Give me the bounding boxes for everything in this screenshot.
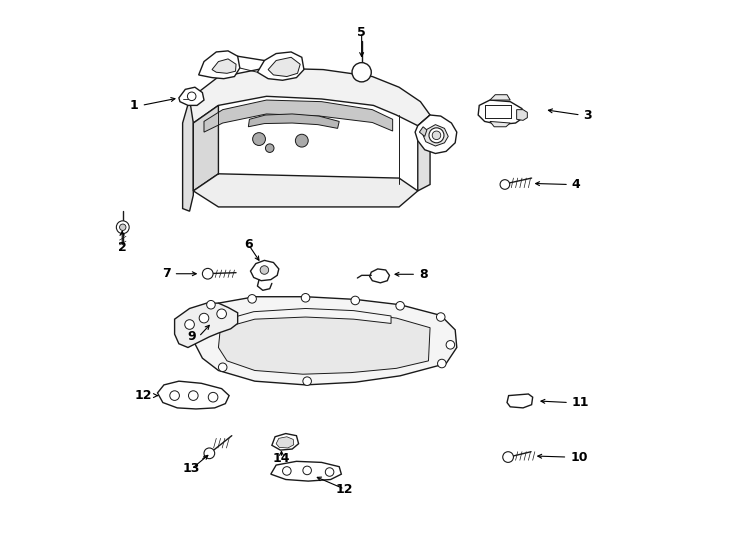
- Text: 14: 14: [273, 451, 290, 464]
- Polygon shape: [204, 100, 393, 132]
- Circle shape: [303, 377, 311, 386]
- Circle shape: [303, 466, 311, 475]
- Circle shape: [429, 128, 444, 143]
- Circle shape: [208, 393, 218, 402]
- Text: 3: 3: [584, 109, 592, 122]
- Polygon shape: [193, 105, 219, 191]
- Polygon shape: [370, 269, 390, 283]
- Bar: [514, 397, 524, 403]
- Polygon shape: [286, 322, 297, 357]
- Circle shape: [266, 144, 274, 152]
- Polygon shape: [189, 68, 430, 126]
- Circle shape: [260, 266, 269, 274]
- Circle shape: [187, 92, 196, 100]
- Circle shape: [283, 467, 291, 475]
- Text: 12: 12: [134, 389, 152, 402]
- Polygon shape: [271, 461, 341, 481]
- Text: 4: 4: [572, 178, 581, 191]
- Polygon shape: [268, 57, 300, 77]
- Polygon shape: [272, 434, 299, 450]
- Circle shape: [352, 63, 371, 82]
- Circle shape: [432, 131, 440, 140]
- Polygon shape: [316, 321, 327, 360]
- Text: 10: 10: [570, 450, 588, 463]
- Text: 1: 1: [130, 99, 139, 112]
- Text: 8: 8: [419, 268, 427, 281]
- Polygon shape: [219, 310, 430, 374]
- Text: 5: 5: [357, 26, 366, 39]
- Circle shape: [199, 313, 208, 323]
- Polygon shape: [179, 87, 204, 105]
- Polygon shape: [490, 94, 510, 100]
- Polygon shape: [478, 100, 523, 125]
- Circle shape: [204, 448, 214, 458]
- Polygon shape: [199, 51, 240, 79]
- Text: 6: 6: [244, 238, 252, 251]
- Polygon shape: [419, 127, 427, 137]
- Polygon shape: [183, 99, 193, 211]
- Circle shape: [248, 295, 256, 303]
- Circle shape: [203, 268, 213, 279]
- Text: 12: 12: [335, 483, 353, 496]
- Circle shape: [189, 391, 198, 400]
- Polygon shape: [415, 115, 457, 153]
- Polygon shape: [250, 260, 279, 281]
- Polygon shape: [212, 59, 236, 73]
- Circle shape: [117, 221, 129, 234]
- Circle shape: [219, 363, 227, 372]
- Polygon shape: [158, 381, 229, 409]
- Circle shape: [120, 224, 126, 231]
- Circle shape: [170, 391, 179, 400]
- Circle shape: [503, 452, 514, 462]
- Circle shape: [437, 359, 446, 368]
- Polygon shape: [175, 303, 238, 348]
- Polygon shape: [272, 323, 281, 356]
- Text: 13: 13: [183, 462, 200, 475]
- Text: 2: 2: [118, 241, 126, 254]
- Circle shape: [500, 180, 509, 190]
- Polygon shape: [360, 323, 371, 363]
- Text: 11: 11: [572, 396, 589, 409]
- Polygon shape: [193, 174, 418, 207]
- Polygon shape: [346, 322, 356, 362]
- Circle shape: [351, 296, 360, 305]
- Polygon shape: [248, 114, 339, 129]
- Polygon shape: [301, 321, 311, 359]
- Polygon shape: [193, 296, 457, 385]
- Circle shape: [185, 320, 195, 329]
- Circle shape: [325, 468, 334, 476]
- Polygon shape: [258, 52, 304, 80]
- Polygon shape: [330, 321, 341, 361]
- Text: 7: 7: [162, 267, 171, 280]
- Polygon shape: [227, 308, 391, 327]
- Circle shape: [396, 301, 404, 310]
- Polygon shape: [418, 115, 430, 191]
- Circle shape: [437, 313, 445, 321]
- Polygon shape: [507, 394, 533, 408]
- Polygon shape: [276, 437, 294, 448]
- Circle shape: [446, 341, 454, 349]
- Circle shape: [207, 300, 215, 309]
- Circle shape: [217, 309, 227, 319]
- Text: 9: 9: [187, 330, 196, 343]
- Circle shape: [252, 133, 266, 145]
- Polygon shape: [517, 110, 527, 120]
- Circle shape: [301, 294, 310, 302]
- Polygon shape: [423, 125, 448, 146]
- Polygon shape: [490, 122, 510, 127]
- Circle shape: [295, 134, 308, 147]
